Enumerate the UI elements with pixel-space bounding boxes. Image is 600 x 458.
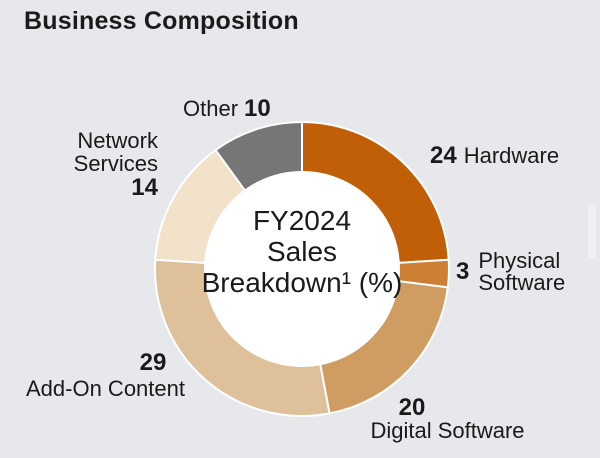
donut-hole bbox=[204, 171, 400, 367]
page-title: Business Composition bbox=[24, 7, 299, 35]
label-network-services: Network Services 14 bbox=[60, 129, 158, 200]
label-physical-line2: Software bbox=[478, 270, 566, 295]
label-addon-name: Add-On Content bbox=[26, 376, 185, 401]
label-network-value: 14 bbox=[131, 174, 158, 201]
scrollbar-thumb[interactable] bbox=[588, 204, 596, 258]
label-network-line1: Network bbox=[77, 128, 158, 153]
label-other: Other 10 bbox=[183, 97, 271, 121]
label-hardware: 24 Hardware bbox=[430, 144, 559, 168]
label-hardware-name: Hardware bbox=[463, 143, 560, 168]
center-line-fy: FY2024 bbox=[252, 205, 352, 236]
donut-center-label: FY2024 Sales Breakdown¹ (%) bbox=[182, 205, 422, 298]
label-other-value: 10 bbox=[244, 95, 271, 122]
center-line-sales: Sales bbox=[266, 236, 338, 267]
label-physical-value: 3 bbox=[456, 258, 470, 285]
center-line-breakdown: Breakdown¹ (%) bbox=[201, 267, 403, 298]
donut-chart bbox=[154, 121, 450, 417]
label-physical-line1: Physical bbox=[478, 248, 561, 273]
label-other-name: Other bbox=[183, 96, 239, 121]
label-hardware-value: 24 bbox=[430, 142, 457, 169]
label-digital-value: 20 bbox=[398, 394, 426, 421]
label-physical-name: Physical Software bbox=[478, 250, 565, 294]
label-digital-name: Digital Software bbox=[370, 418, 525, 443]
label-network-line2: Services bbox=[73, 151, 158, 176]
label-addon-value: 29 bbox=[139, 349, 167, 376]
label-physical-software: 3 Physical Software bbox=[456, 250, 565, 294]
